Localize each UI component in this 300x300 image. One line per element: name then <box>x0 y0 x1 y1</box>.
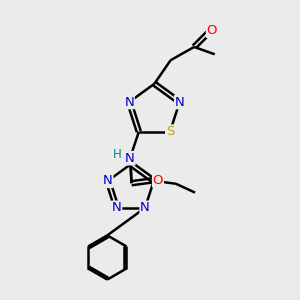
Text: O: O <box>153 174 163 187</box>
Text: O: O <box>207 24 217 37</box>
Text: N: N <box>124 96 134 109</box>
Text: N: N <box>175 96 184 109</box>
Text: N: N <box>112 201 122 214</box>
Text: N: N <box>140 201 150 214</box>
Text: N: N <box>103 174 113 187</box>
Text: S: S <box>166 125 174 138</box>
Text: N: N <box>125 152 135 165</box>
Text: H: H <box>113 148 122 161</box>
